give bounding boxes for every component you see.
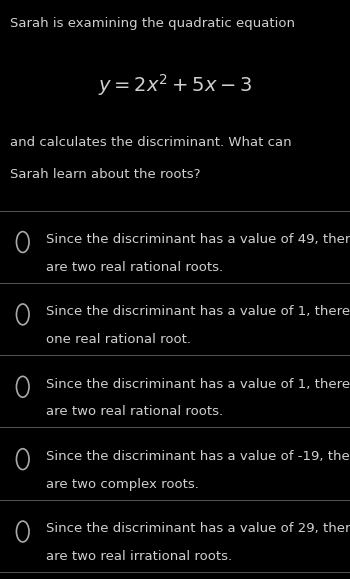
Text: Since the discriminant has a value of 49, there: Since the discriminant has a value of 49… <box>46 233 350 245</box>
Text: Sarah learn about the roots?: Sarah learn about the roots? <box>10 168 201 181</box>
Text: Sarah is examining the quadratic equation: Sarah is examining the quadratic equatio… <box>10 17 295 30</box>
Text: Since the discriminant has a value of 29, there: Since the discriminant has a value of 29… <box>46 522 350 535</box>
Text: are two real rational roots.: are two real rational roots. <box>46 261 223 273</box>
Text: $y = 2x^2 + 5x - 3$: $y = 2x^2 + 5x - 3$ <box>98 72 252 98</box>
Text: Since the discriminant has a value of -19, there: Since the discriminant has a value of -1… <box>46 450 350 463</box>
Text: one real rational root.: one real rational root. <box>46 333 190 346</box>
Text: are two real rational roots.: are two real rational roots. <box>46 405 223 418</box>
Text: Since the discriminant has a value of 1, there: Since the discriminant has a value of 1,… <box>46 378 350 390</box>
Text: are two complex roots.: are two complex roots. <box>46 478 198 490</box>
Text: are two real irrational roots.: are two real irrational roots. <box>46 550 232 563</box>
Text: and calculates the discriminant. What can: and calculates the discriminant. What ca… <box>10 136 292 149</box>
Text: Since the discriminant has a value of 1, there is: Since the discriminant has a value of 1,… <box>46 305 350 318</box>
